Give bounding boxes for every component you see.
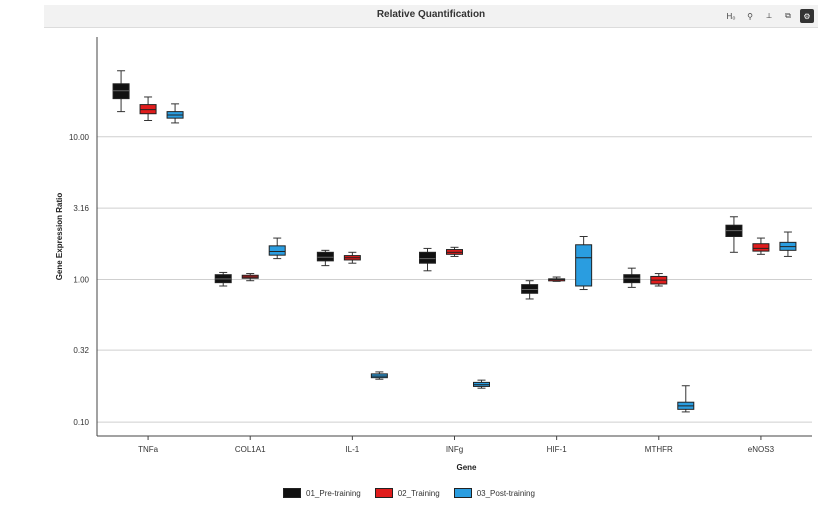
y-tick-label: 3.16 [73, 204, 89, 213]
legend-label-post-training: 03_Post-training [476, 488, 535, 498]
legend-item-post-training[interactable]: 03_Post-training [453, 488, 535, 498]
y-axis-label: Gene Expression Ratio [55, 193, 64, 281]
chart-legend: 01_Pre-training 02_Training 03_Post-trai… [0, 488, 818, 498]
x-tick-label: eNOS3 [748, 445, 775, 454]
box-hif1-1 [521, 284, 539, 294]
y-tick-label: 1.00 [73, 275, 89, 284]
x-axis-label: Gene [456, 463, 477, 472]
x-tick-label: TNFa [138, 445, 159, 454]
x-tick-label: COL1A1 [235, 445, 266, 454]
box-hif1-3 [575, 244, 593, 287]
box-enos3-2 [752, 243, 770, 252]
x-tick-label: HIF-1 [547, 445, 568, 454]
y-tick-label: 10.00 [69, 133, 90, 142]
legend-swatch-pre-training [283, 488, 302, 498]
axes-icon[interactable]: ⟂ [766, 11, 772, 20]
x-tick-label: INFg [446, 445, 463, 454]
legend-item-pre-training[interactable]: 01_Pre-training [283, 488, 361, 498]
chart-titlebar: Relative Quantification H₀ ⚲ ⟂ ⧉ ⚙ [44, 5, 818, 28]
y-tick-label: 0.32 [73, 346, 89, 355]
chart-toolbar: H₀ ⚲ ⟂ ⧉ ⚙ [724, 9, 814, 23]
box-infg-1 [419, 251, 436, 264]
x-tick-label: MTHFR [645, 445, 673, 454]
hide-icon[interactable]: H₀ [726, 11, 736, 21]
y-tick-label: 0.10 [73, 418, 89, 427]
legend-item-training[interactable]: 02_Training [374, 488, 440, 498]
box-il1-1 [316, 251, 334, 262]
x-tick-label: IL-1 [345, 445, 359, 454]
legend-label-pre-training: 01_Pre-training [306, 488, 361, 498]
box-col1a1-3 [268, 245, 286, 256]
tree-icon[interactable]: ⚲ [747, 11, 753, 21]
chart-title: Relative Quantification [376, 9, 486, 20]
legend-swatch-training [374, 488, 393, 498]
settings-icon[interactable]: ⚙ [800, 9, 814, 23]
legend-label-training: 02_Training [397, 488, 440, 498]
copy-icon[interactable]: ⧉ [785, 11, 791, 20]
legend-swatch-post-training [453, 488, 472, 498]
